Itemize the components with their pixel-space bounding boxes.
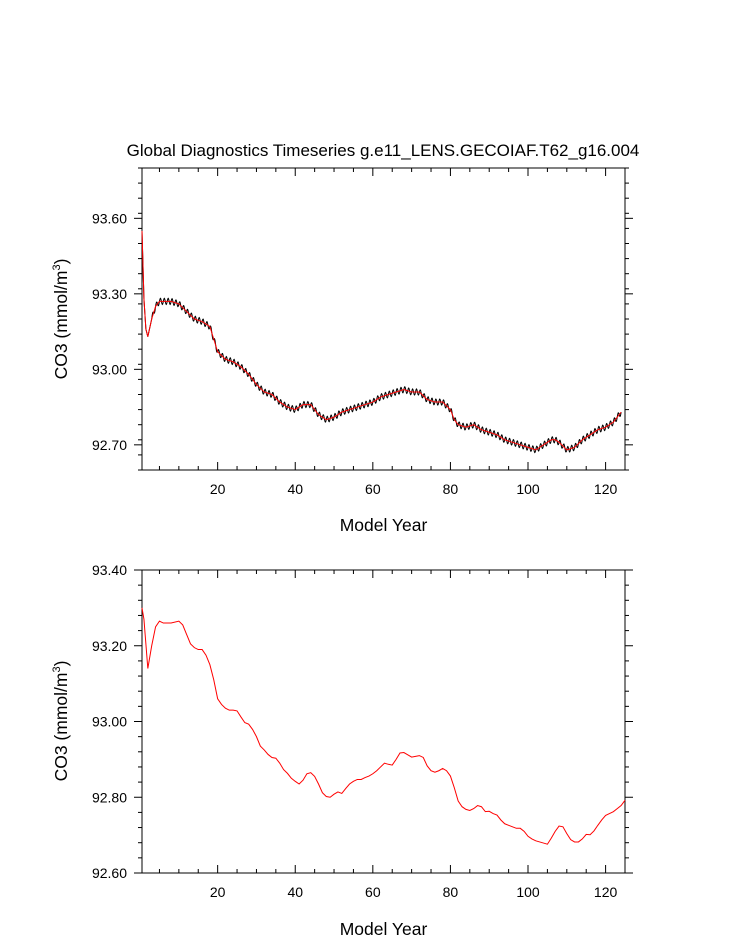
x-tick-label: 120	[594, 481, 618, 497]
plot-frame	[141, 167, 626, 471]
y-tick-label: 93.20	[92, 638, 127, 654]
x-tick-label: 40	[287, 481, 303, 497]
y-tick-label: 93.40	[92, 562, 127, 578]
series-annual-line	[141, 230, 622, 451]
x-axis-title: Model Year	[340, 919, 428, 939]
x-axis-title: Model Year	[340, 515, 428, 535]
x-tick-label: 80	[443, 884, 459, 900]
plot-frame	[141, 569, 626, 874]
series-monthly-line	[141, 230, 622, 454]
chart-monthly-timeseries: 20 40 60 80 100 120 92.70 93.00 93.30 93.60 Model …	[51, 167, 633, 535]
x-tick-label: 20	[210, 481, 226, 497]
x-tick-label: 100	[516, 481, 540, 497]
y-axis-title: CO3 (mmol/m3)	[51, 661, 71, 782]
series-annual-line	[141, 607, 626, 845]
y-tick-label: 93.60	[92, 210, 127, 226]
y-axis-title: CO3 (mmol/m3)	[51, 259, 71, 380]
x-tick-label: 120	[594, 884, 618, 900]
x-tick-label: 40	[287, 884, 303, 900]
y-tick-label: 92.70	[92, 437, 127, 453]
y-tick-label: 92.60	[92, 865, 127, 881]
y-tick-label: 92.80	[92, 789, 127, 805]
x-tick-label: 60	[365, 884, 381, 900]
figure-title: Global Diagnostics Timeseries g.e11_LENS…	[127, 141, 640, 160]
x-tick-label: 100	[516, 884, 540, 900]
x-tick-label: 80	[443, 481, 459, 497]
x-tick-label: 20	[210, 884, 226, 900]
x-tick-label: 60	[365, 481, 381, 497]
y-tick-label: 93.00	[92, 714, 127, 730]
chart-annual-timeseries: 20 40 60 80 100 120 92.60 92.80 93.00 93.20 93.40 M…	[51, 562, 633, 939]
y-tick-label: 93.30	[92, 286, 127, 302]
y-tick-label: 93.00	[92, 361, 127, 377]
